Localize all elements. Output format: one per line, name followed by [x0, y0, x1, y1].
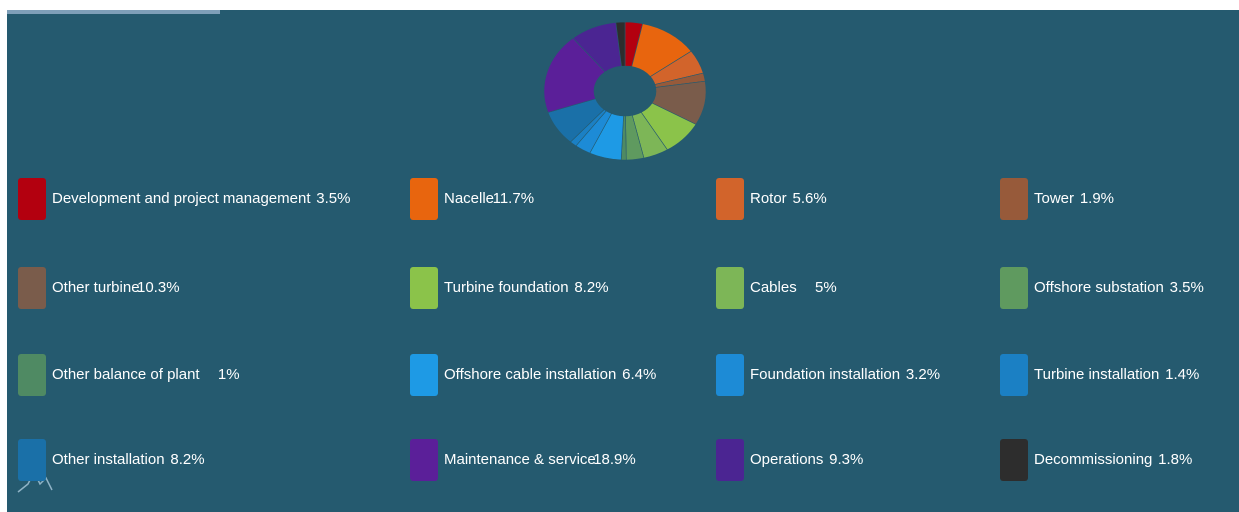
legend-label: Rotor [750, 190, 787, 207]
legend-label: Offshore substation [1034, 279, 1164, 296]
legend-value: 11.7% [493, 190, 534, 207]
legend-swatch [716, 178, 744, 220]
legend-label: Other turbine [52, 279, 140, 296]
legend-swatch [1000, 267, 1028, 309]
legend-value: 5.6% [792, 190, 826, 207]
legend-value: 3.2% [906, 366, 940, 383]
legend-label: Turbine foundation [444, 279, 569, 296]
tab-indicator [7, 10, 220, 14]
legend-swatch [18, 178, 46, 220]
legend-label: Development and project management [52, 190, 311, 207]
legend-value: 1.4% [1165, 366, 1199, 383]
legend-swatch [1000, 354, 1028, 396]
legend-value: 8.2% [574, 279, 608, 296]
panel [7, 10, 1239, 512]
legend-swatch [716, 354, 744, 396]
legend-swatch [1000, 178, 1028, 220]
legend-label: Cables [750, 279, 797, 296]
slice [543, 37, 606, 113]
legend-label: Foundation installation [750, 366, 900, 383]
legend-value: 1.9% [1080, 190, 1114, 207]
legend-label: Decommissioning [1034, 451, 1152, 468]
legend-label: Turbine installation [1034, 366, 1159, 383]
legend-swatch [18, 439, 46, 481]
legend-value: 18.9% [593, 451, 636, 468]
legend-label: Other balance of plant [52, 366, 200, 383]
legend-label: Tower [1034, 190, 1074, 207]
legend-value: 3.5% [1170, 279, 1204, 296]
legend-value: 9.3% [829, 451, 863, 468]
legend-value: 6.4% [622, 366, 656, 383]
legend-swatch [410, 439, 438, 481]
legend-swatch [18, 267, 46, 309]
legend-label: Nacelle [444, 190, 494, 207]
legend-value: 3.5% [316, 190, 350, 207]
legend-value: 5% [815, 279, 837, 296]
legend-swatch [410, 354, 438, 396]
legend-swatch [410, 267, 438, 309]
legend-swatch [716, 439, 744, 481]
legend-label: Other installation [52, 451, 165, 468]
legend-value: 1.8% [1158, 451, 1192, 468]
legend-swatch [716, 267, 744, 309]
legend-swatch [18, 354, 46, 396]
legend-value: 1% [218, 366, 240, 383]
legend-label: Maintenance & service [444, 451, 596, 468]
legend-label: Operations [750, 451, 823, 468]
legend-swatch [410, 178, 438, 220]
legend-value: 10.3% [137, 279, 180, 296]
legend-swatch [1000, 439, 1028, 481]
legend-value: 8.2% [170, 451, 204, 468]
legend-label: Offshore cable installation [444, 366, 616, 383]
slice [615, 21, 626, 67]
